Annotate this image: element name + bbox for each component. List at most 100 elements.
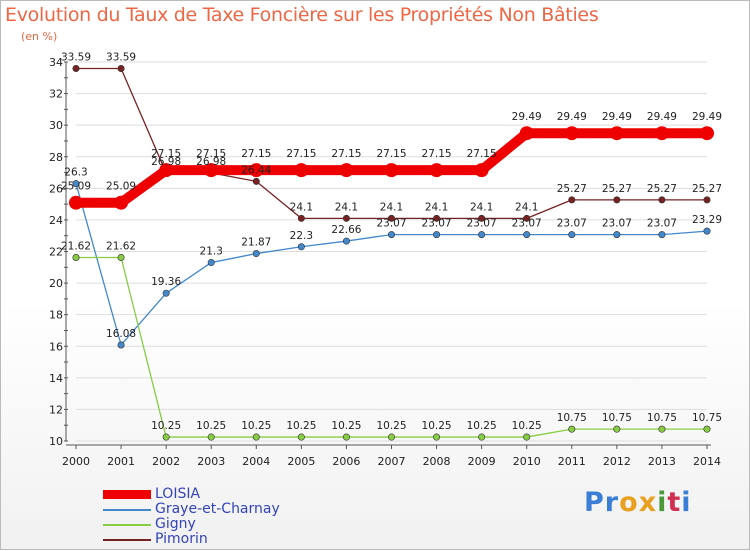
data-label-loisia: 27.15 bbox=[286, 148, 316, 160]
y-tick-label: 24 bbox=[49, 214, 63, 227]
x-tick-label: 2003 bbox=[197, 455, 225, 468]
point-graye bbox=[523, 231, 531, 239]
data-label-pimorin: 33.59 bbox=[106, 51, 136, 63]
x-tick-label: 2001 bbox=[107, 455, 135, 468]
legend-swatch-pimorin bbox=[103, 539, 151, 541]
data-label-graye: 22.3 bbox=[290, 230, 313, 242]
point-gigny bbox=[658, 425, 666, 433]
point-graye bbox=[568, 231, 576, 239]
point-loisia bbox=[294, 163, 309, 178]
x-tick-label: 2004 bbox=[242, 455, 270, 468]
data-label-loisia: 29.49 bbox=[602, 111, 632, 123]
data-label-gigny: 10.75 bbox=[602, 412, 632, 424]
data-label-gigny: 21.62 bbox=[61, 241, 91, 253]
series-pimorin-group bbox=[72, 64, 711, 222]
point-loisia bbox=[654, 126, 669, 141]
point-pimorin bbox=[523, 214, 531, 222]
y-tick-label: 32 bbox=[49, 88, 63, 101]
data-label-pimorin: 25.27 bbox=[557, 183, 587, 195]
data-label-graye: 23.07 bbox=[422, 218, 452, 230]
x-tick-label: 2012 bbox=[603, 455, 631, 468]
legend-item-pimorin[interactable]: Pimorin bbox=[103, 531, 343, 547]
data-label-loisia: 27.15 bbox=[331, 148, 361, 160]
y-tick-label: 10 bbox=[49, 435, 63, 448]
point-pimorin bbox=[72, 64, 80, 72]
point-pimorin bbox=[703, 196, 711, 204]
point-pimorin bbox=[613, 196, 621, 204]
point-pimorin bbox=[117, 64, 125, 72]
point-graye bbox=[387, 231, 395, 239]
legend-swatch-graye bbox=[103, 509, 151, 511]
point-loisia bbox=[700, 126, 714, 141]
x-tick-label: 2014 bbox=[693, 455, 721, 468]
data-label-pimorin: 24.1 bbox=[515, 201, 538, 213]
point-gigny bbox=[433, 433, 441, 441]
point-pimorin bbox=[433, 214, 441, 222]
point-gigny bbox=[72, 254, 80, 262]
point-pimorin bbox=[252, 177, 260, 185]
grid bbox=[76, 61, 707, 442]
legend-swatch-gigny bbox=[103, 524, 151, 526]
x-tick-label: 2009 bbox=[468, 455, 496, 468]
y-tick-label: 14 bbox=[49, 372, 63, 385]
x-tick-label: 2005 bbox=[287, 455, 315, 468]
data-label-pimorin: 25.27 bbox=[602, 183, 632, 195]
data-label-loisia: 27.15 bbox=[241, 148, 271, 160]
x-tick-label: 2002 bbox=[152, 455, 180, 468]
data-label-gigny: 10.25 bbox=[467, 420, 497, 432]
data-label-graye: 23.07 bbox=[376, 218, 406, 230]
data-label-loisia: 25.09 bbox=[61, 181, 91, 193]
point-loisia bbox=[474, 163, 489, 178]
data-label-graye: 26.3 bbox=[64, 167, 87, 179]
point-graye bbox=[613, 231, 621, 239]
x-tick-label: 2007 bbox=[378, 455, 406, 468]
point-gigny bbox=[703, 425, 711, 433]
logo-letter: i bbox=[657, 487, 668, 518]
legend-label-loisia: LOISIA bbox=[155, 486, 201, 502]
data-label-loisia: 25.09 bbox=[106, 181, 136, 193]
data-label-loisia: 29.49 bbox=[692, 111, 722, 123]
data-label-graye: 23.07 bbox=[467, 218, 497, 230]
point-graye bbox=[72, 180, 80, 188]
legend-item-gigny[interactable]: Gigny bbox=[103, 516, 343, 532]
data-label-gigny: 10.25 bbox=[151, 420, 181, 432]
data-label-graye: 23.07 bbox=[512, 218, 542, 230]
x-tick-label: 2011 bbox=[558, 455, 586, 468]
logo-letter: i bbox=[681, 487, 692, 518]
data-label-pimorin: 24.1 bbox=[380, 201, 403, 213]
data-label-graye: 22.66 bbox=[331, 224, 361, 236]
data-label-graye: 23.07 bbox=[602, 218, 632, 230]
data-label-pimorin: 24.1 bbox=[335, 201, 358, 213]
point-graye bbox=[342, 237, 350, 245]
y-tick-label: 30 bbox=[49, 119, 63, 132]
y-tick-label: 16 bbox=[49, 340, 63, 353]
point-loisia bbox=[429, 163, 444, 178]
data-label-gigny: 10.25 bbox=[422, 420, 452, 432]
x-tick-label: 2013 bbox=[648, 455, 676, 468]
legend-swatch-loisia bbox=[103, 490, 151, 499]
series-line-pimorin bbox=[75, 67, 708, 219]
data-label-gigny: 10.25 bbox=[196, 420, 226, 432]
point-gigny bbox=[342, 433, 350, 441]
data-label-graye: 21.87 bbox=[241, 237, 271, 249]
data-label-pimorin: 24.1 bbox=[470, 201, 493, 213]
point-loisia bbox=[384, 163, 399, 178]
data-label-pimorin: 24.1 bbox=[425, 201, 448, 213]
x-tick-label: 2008 bbox=[423, 455, 451, 468]
point-gigny bbox=[162, 433, 170, 441]
x-tick-label: 2006 bbox=[332, 455, 360, 468]
data-label-gigny: 10.75 bbox=[557, 412, 587, 424]
chart-title: Evolution du Taux de Taxe Foncière sur l… bbox=[5, 4, 599, 26]
point-graye bbox=[162, 289, 170, 297]
series-gigny-group bbox=[72, 254, 711, 441]
point-loisia bbox=[339, 163, 354, 178]
data-label-graye: 19.36 bbox=[151, 276, 181, 288]
point-graye bbox=[297, 243, 305, 251]
point-graye bbox=[658, 231, 666, 239]
point-loisia bbox=[564, 126, 579, 141]
legend-item-loisia[interactable]: LOISIA bbox=[103, 486, 343, 502]
data-label-gigny: 10.25 bbox=[512, 420, 542, 432]
data-label-loisia: 29.49 bbox=[647, 111, 677, 123]
legend-item-graye[interactable]: Graye-et-Charnay bbox=[103, 501, 343, 517]
